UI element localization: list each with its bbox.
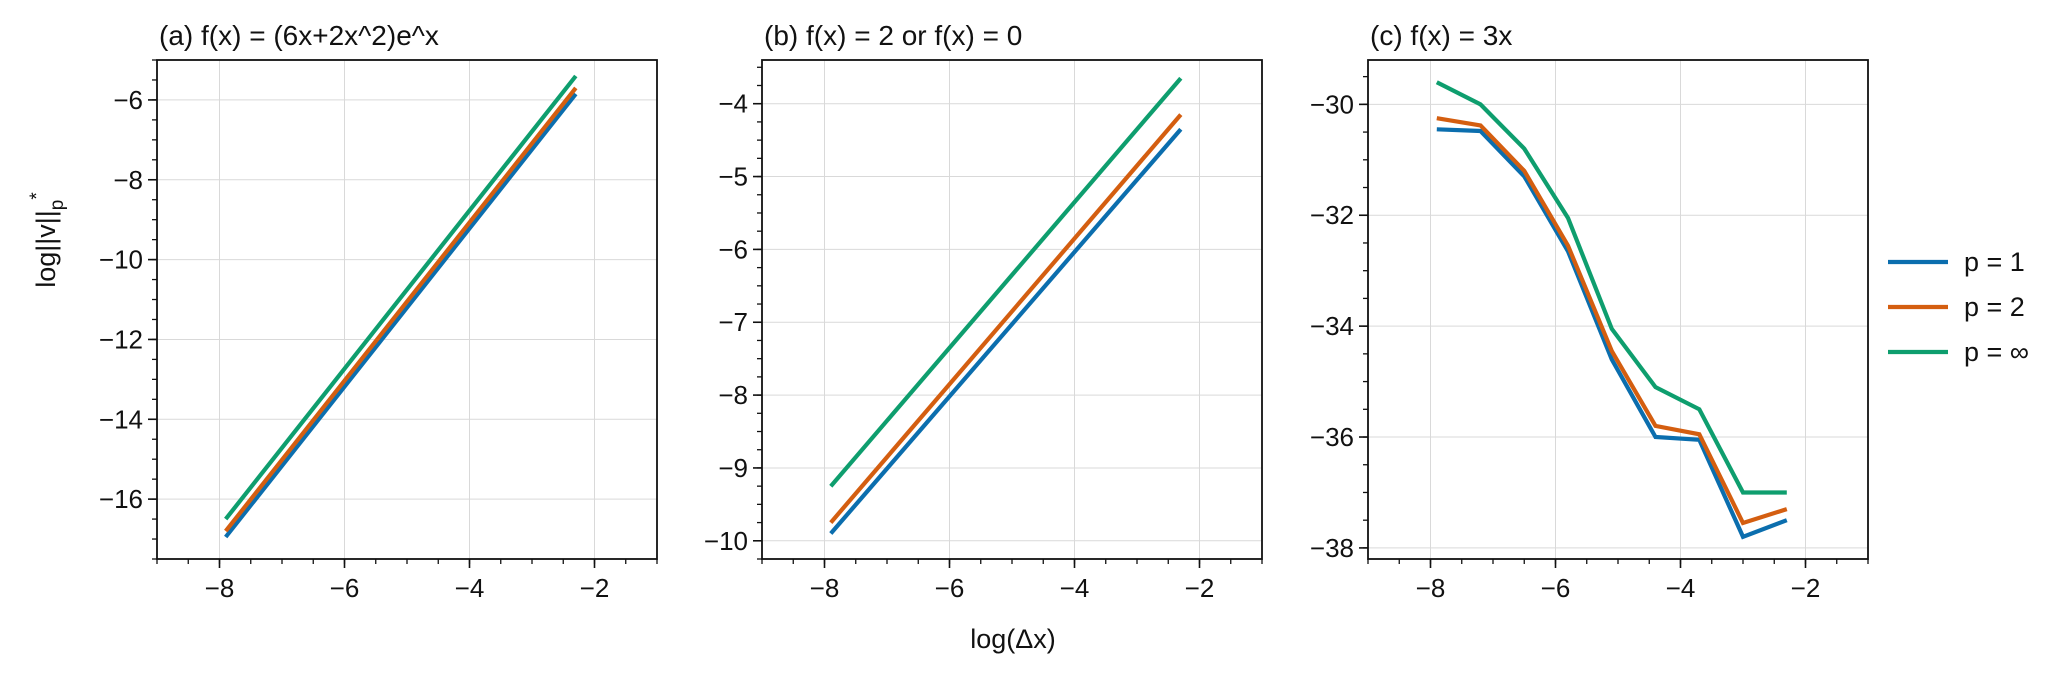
series-line-p-1	[224, 92, 578, 539]
figure-ylabel-main: log||v||	[31, 210, 61, 288]
x-tick-label: −6	[935, 573, 965, 603]
series-line-p-	[829, 76, 1183, 488]
y-tick-label: −34	[1310, 311, 1354, 341]
series-line-p-1	[1436, 127, 1788, 540]
x-tick-label: −8	[205, 573, 235, 603]
series-line-p-	[1435, 80, 1787, 495]
panels: −8 −6 −4 −2 −16 −14 −12 −10 −8 −6 (a) f(x) = (6x+2…	[99, 20, 1869, 603]
y-tick-label: −16	[99, 484, 143, 514]
x-tick-label: −2	[580, 573, 610, 603]
panel-title: (b) f(x) = 2 or f(x) = 0	[764, 20, 1022, 51]
legend-label: p = 1	[1964, 247, 2025, 277]
series-line-p-2	[224, 86, 578, 533]
series-line-p-1	[829, 127, 1183, 535]
y-tick-label: −36	[1310, 422, 1354, 452]
x-tick-label: −4	[455, 573, 485, 603]
x-tick-label: −2	[1791, 573, 1821, 603]
x-tick-label: −4	[1666, 573, 1696, 603]
y-tick-label: −10	[704, 526, 748, 556]
figure-xlabel: log(Δx)	[970, 624, 1056, 654]
series-line-p-2	[829, 113, 1183, 524]
y-tick-label: −14	[99, 404, 143, 434]
legend-label: p = 2	[1964, 292, 2025, 322]
y-tick-label: −8	[113, 165, 143, 195]
x-tick-label: −8	[1416, 573, 1446, 603]
y-tick-label: −9	[718, 453, 748, 483]
x-tick-label: −6	[330, 573, 360, 603]
y-tick-label: −4	[718, 89, 748, 119]
x-tick-label: −4	[1060, 573, 1090, 603]
legend: p = 1 p = 2 p = ∞	[1888, 247, 2029, 367]
axes-frame	[1367, 59, 1869, 560]
panel-1: −8 −6 −4 −2 −16 −14 −12 −10 −8 −6 (a) f(x) = (6x+2…	[99, 20, 658, 603]
y-tick-label: −6	[113, 85, 143, 115]
axes-frame	[156, 59, 658, 560]
panel-title: (c) f(x) = 3x	[1370, 20, 1512, 51]
figure-ylabel-sub: p	[47, 200, 68, 211]
y-tick-label: −12	[99, 324, 143, 354]
x-tick-label: −2	[1185, 573, 1215, 603]
panel-title: (a) f(x) = (6x+2x^2)e^x	[159, 20, 439, 51]
panel-2: −8 −6 −4 −2 −10 −9 −8 −7 −6 −5 −4 (b) f(x) = 2 or f…	[704, 20, 1263, 603]
figure-ylabel-sup: *	[27, 192, 48, 200]
figure-ylabel: log||v||p*	[27, 192, 68, 288]
series-line-p-2	[1436, 116, 1788, 526]
y-tick-label: −5	[718, 162, 748, 192]
y-tick-label: −8	[718, 380, 748, 410]
legend-label: p = ∞	[1964, 337, 2029, 367]
series-line-p-	[224, 74, 578, 521]
y-tick-label: −30	[1310, 89, 1354, 119]
panel-3: −8 −6 −4 −2 −38 −36 −34 −32 −30 (c) f(x) = 3x	[1310, 20, 1869, 603]
x-tick-label: −6	[1541, 573, 1571, 603]
y-tick-label: −6	[718, 234, 748, 264]
axes-frame	[761, 59, 1263, 560]
y-tick-label: −32	[1310, 200, 1354, 230]
y-tick-label: −38	[1310, 533, 1354, 563]
x-tick-label: −8	[810, 573, 840, 603]
y-tick-label: −7	[718, 307, 748, 337]
y-tick-label: −10	[99, 245, 143, 275]
